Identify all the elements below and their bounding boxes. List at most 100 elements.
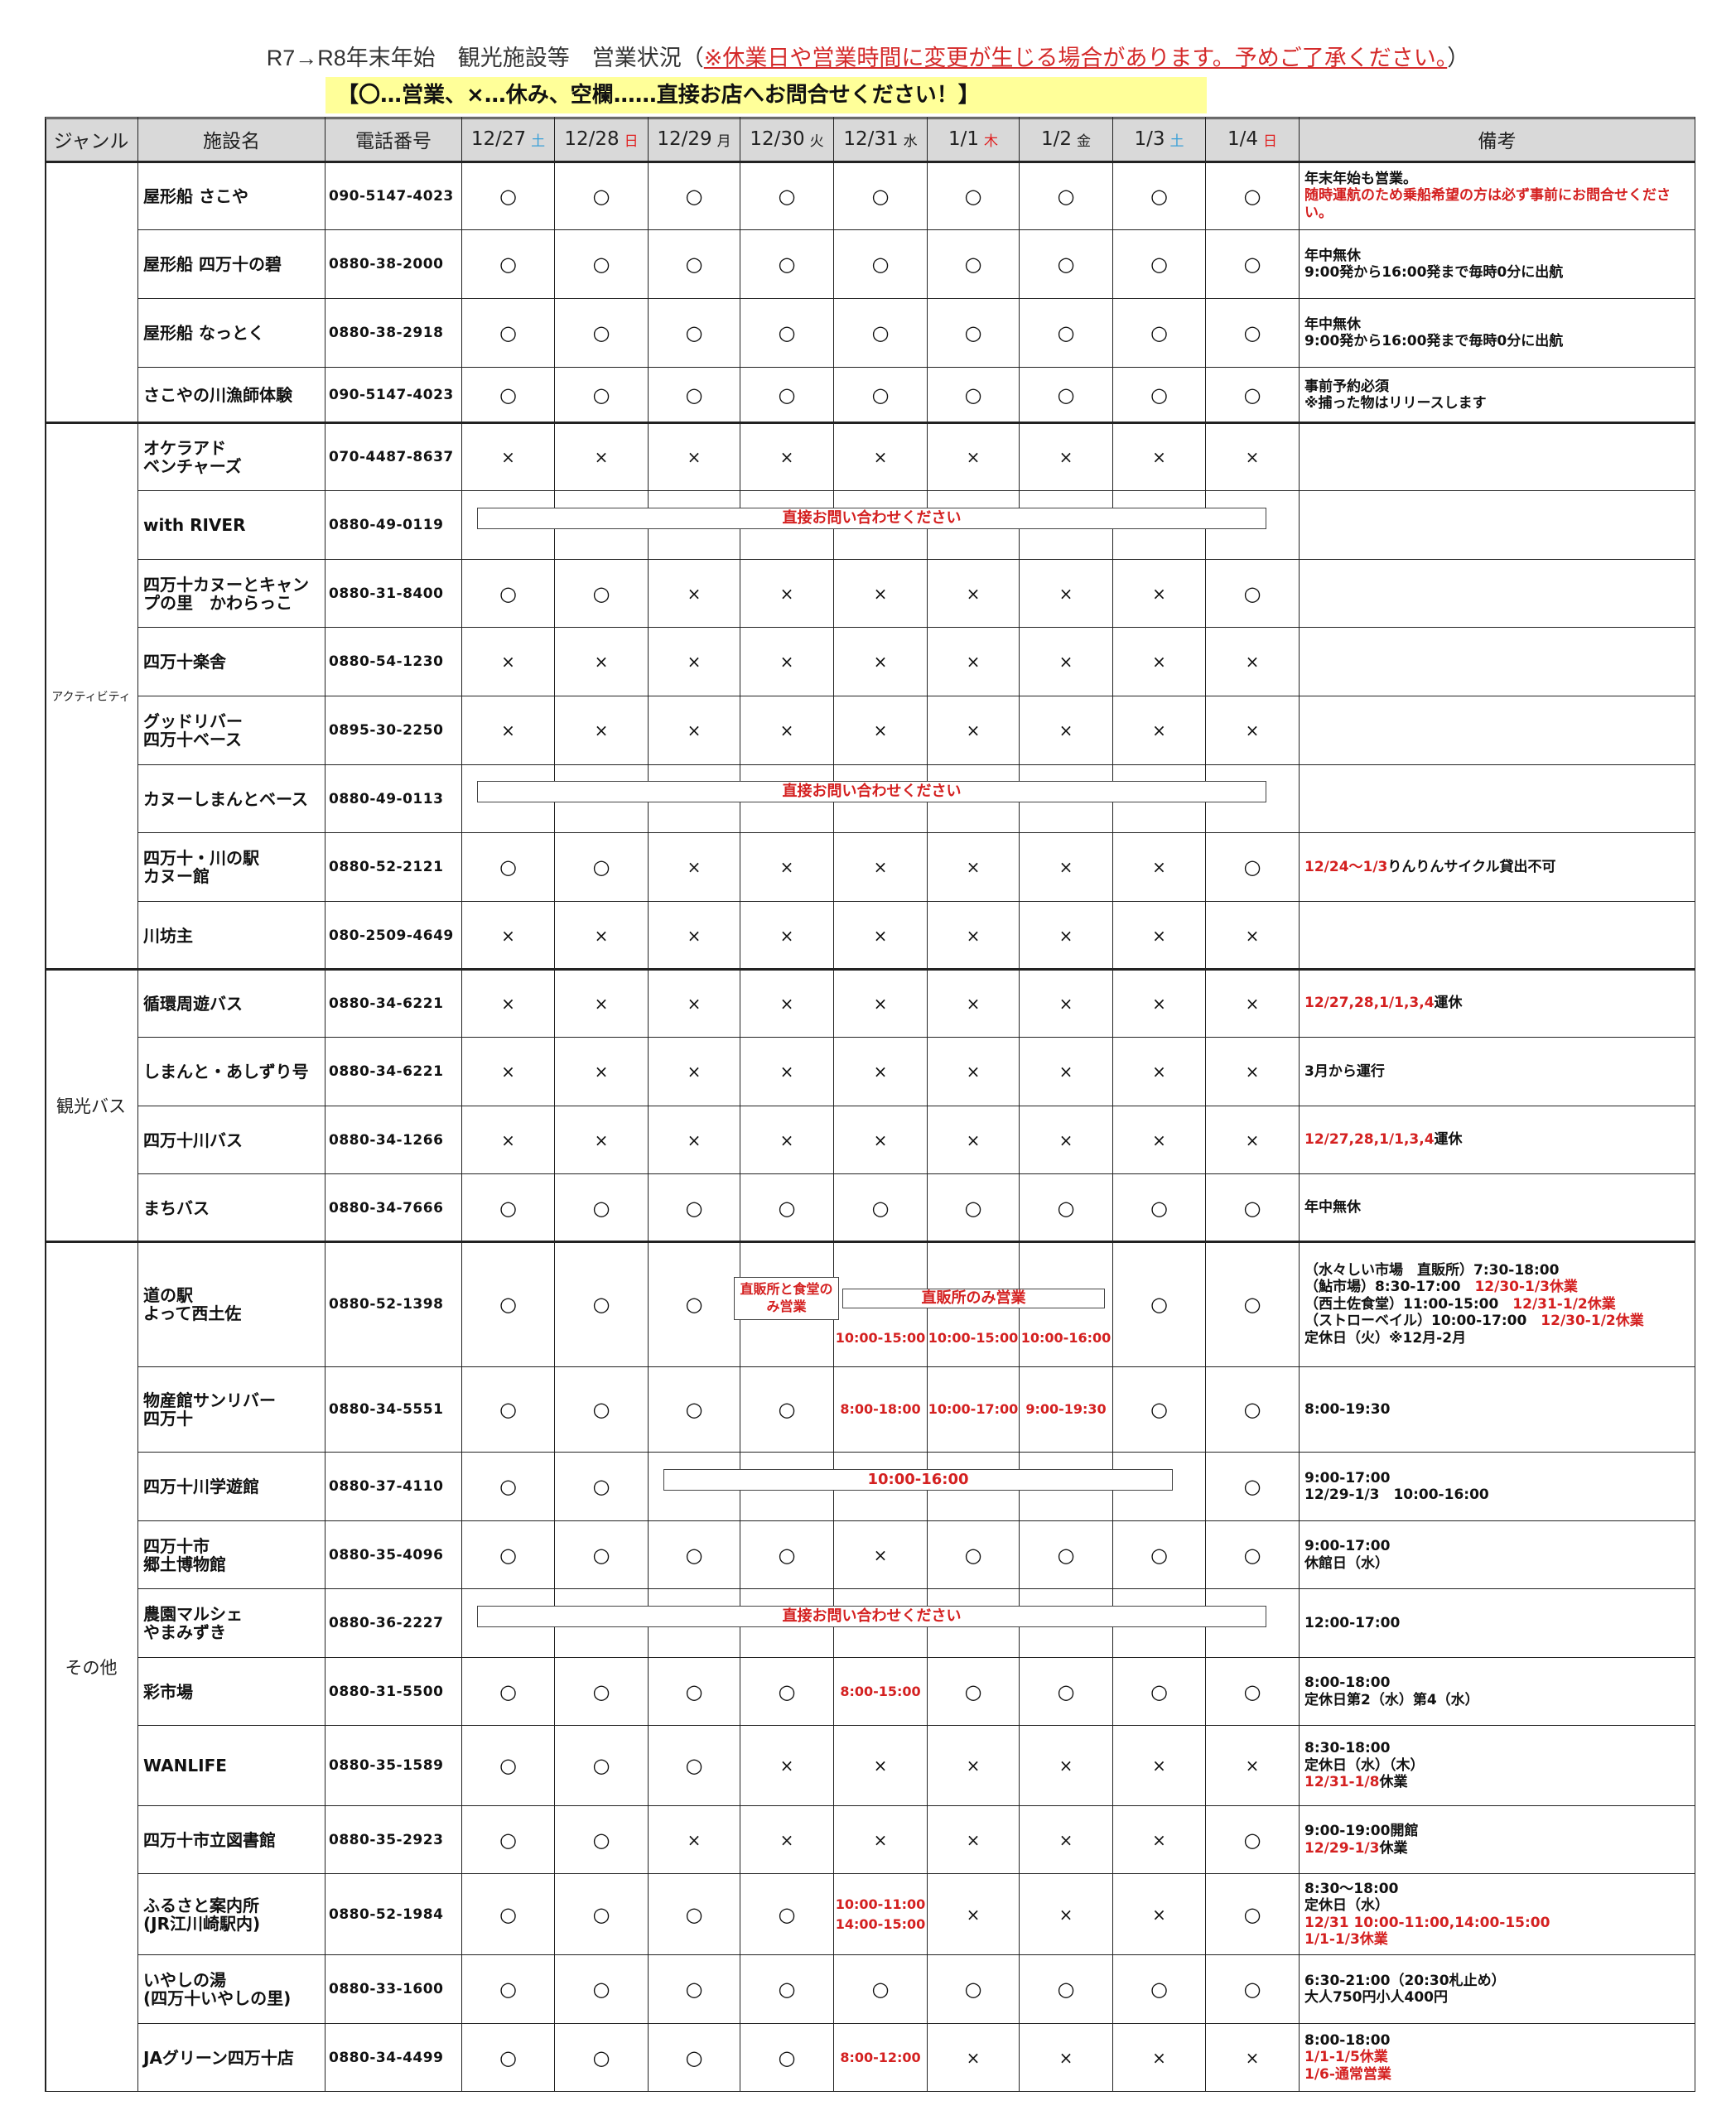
remarks-text: 9:00発から16:00発まで毎時0分に出航 — [1304, 264, 1564, 281]
day-status: ○ — [649, 1174, 740, 1242]
facility-name: 農園マルシェ やまみずき — [138, 1589, 326, 1658]
phone-number: 080-2509-4649 — [326, 902, 462, 970]
span-notice-text: 直接お問い合わせください — [782, 1607, 962, 1625]
closed-mark: × — [687, 1130, 702, 1150]
day-status: ○ — [555, 1242, 649, 1367]
header-genre: ジャンル — [45, 117, 138, 162]
partial-open-box: 直販所と食堂のみ営業 — [734, 1277, 839, 1320]
phone-number-text: 0880-52-2121 — [329, 859, 444, 875]
open-mark: ○ — [778, 1902, 796, 1926]
day-status: × — [740, 423, 834, 491]
remarks-text: 休業 — [1379, 1839, 1408, 1857]
open-mark: ○ — [499, 383, 517, 407]
closed-mark: × — [779, 993, 794, 1014]
open-mark: ○ — [685, 2045, 703, 2069]
open-mark: ○ — [499, 1902, 517, 1926]
day-status: ○ — [834, 368, 928, 423]
day-status: × — [1206, 1726, 1300, 1806]
open-mark: ○ — [1057, 1196, 1075, 1220]
hours-text: 10:00-17:00 — [928, 1401, 1019, 1417]
remarks-line: 9:00-19:00開館 — [1304, 1823, 1418, 1839]
day-status: ○ — [462, 1955, 555, 2024]
closed-mark: × — [1152, 1756, 1166, 1776]
facility-name: いやしの湯 (四万十いやしの里) — [138, 1955, 326, 2024]
day-status: × — [928, 423, 1020, 491]
hours-text: 10:00-15:00 — [928, 1330, 1019, 1346]
remarks-line: 9:00発から16:00発まで毎時0分に出航 — [1304, 333, 1563, 349]
remarks-text: 年中無休 — [1304, 247, 1361, 264]
page-title: R7→R8年末年始 観光施設等 営業状況（※休業日や営業時間に変更が生じる場合が… — [0, 40, 1736, 72]
day-status: × — [928, 1106, 1020, 1174]
facility-name-text: 屋形船 なっとく — [143, 323, 265, 343]
facility-name-text: 屋形船 さこや — [143, 186, 248, 206]
closed-mark: × — [779, 720, 794, 740]
open-mark: ○ — [1150, 1679, 1168, 1703]
remarks-line: 12:00-17:00 — [1304, 1615, 1400, 1631]
open-mark: ○ — [778, 1398, 796, 1421]
facility-name-text: 彩市場 — [143, 1681, 193, 1702]
phone-number: 090-5147-4023 — [326, 368, 462, 423]
closed-mark: × — [501, 1062, 515, 1082]
day-status: × — [1113, 423, 1206, 491]
day-status: × — [834, 696, 928, 765]
remarks-cell: （水々しい市場 直販所）7:30-18:00 （鮎市場）8:30-17:00 12… — [1300, 1242, 1695, 1367]
day-status: ○ — [555, 299, 649, 368]
facility-name: 四万十市立図書館 — [138, 1806, 326, 1874]
hours-text: 8:00-15:00 — [840, 1683, 921, 1699]
closed-mark: × — [594, 720, 609, 740]
facility-name-text: 四万十楽舎 — [143, 652, 226, 672]
phone-number: 0880-35-4096 — [326, 1521, 462, 1589]
day-status: ○ — [1206, 230, 1300, 299]
remarks-line: 年中無休 — [1304, 248, 1361, 264]
day-status: ○ — [1020, 1955, 1113, 2024]
day-status: ○ — [834, 230, 928, 299]
day-status: × — [1113, 696, 1206, 765]
remarks-line: 1/1-1/3休業 — [1304, 1931, 1388, 1948]
closed-mark: × — [687, 925, 702, 946]
day-status: ○ — [928, 1174, 1020, 1242]
span-notice-box: 直接お問い合わせください — [477, 781, 1266, 802]
remarks-text: 随時運航のため乗船希望の方は必ず事前にお問合せください。 — [1304, 187, 1671, 221]
remarks-text: 12/31-1/2休業 — [1512, 1295, 1616, 1313]
closed-mark: × — [779, 583, 794, 604]
open-mark: ○ — [871, 1196, 890, 1220]
open-mark: ○ — [592, 1475, 610, 1498]
remarks-text: 年末年始も営業。 — [1304, 170, 1417, 187]
hours-text: 8:00-12:00 — [840, 2049, 921, 2065]
day-status: ○ — [1113, 1955, 1206, 2024]
day-status: ○ — [928, 162, 1020, 230]
day-status: × — [649, 902, 740, 970]
day-status: ○ — [740, 162, 834, 230]
day-status: ○ — [555, 1367, 649, 1453]
day-status: ○ — [555, 2024, 649, 2092]
header-day: 12/27 土 — [462, 117, 555, 162]
facility-name: 屋形船 なっとく — [138, 299, 326, 368]
phone-number: 0880-35-2923 — [326, 1806, 462, 1874]
day-status: × — [834, 1806, 928, 1874]
remarks-line: 12/31 10:00-11:00,14:00-15:00 — [1304, 1915, 1550, 1931]
day-status: × — [1206, 970, 1300, 1038]
day-status: ○ — [462, 368, 555, 423]
remarks-line: （ストローベイル）10:00-17:00 12/30-1/2休業 — [1304, 1313, 1644, 1329]
day-status: ○ — [928, 1955, 1020, 2024]
remarks-text: 12/29-1/3 10:00-16:00 — [1304, 1486, 1489, 1503]
day-status: × — [1113, 1038, 1206, 1106]
closed-mark: × — [501, 720, 515, 740]
remarks-cell — [1300, 491, 1695, 560]
remarks-text: 12:00-17:00 — [1304, 1614, 1401, 1631]
day-status: × — [834, 1726, 928, 1806]
open-mark: ○ — [964, 1978, 982, 2001]
remarks-text: 年中無休 — [1304, 316, 1361, 333]
phone-number-text: 0880-34-1266 — [329, 1131, 444, 1149]
phone-number: 0880-35-1589 — [326, 1726, 462, 1806]
closed-mark: × — [1152, 925, 1166, 946]
day-status: ○ — [555, 1955, 649, 2024]
day-status: × — [1113, 1106, 1206, 1174]
facility-name-text: いやしの湯 (四万十いやしの里) — [143, 1970, 292, 2008]
header-day: 1/3 土 — [1113, 117, 1206, 162]
day-status: × — [1206, 902, 1300, 970]
remarks-text: りんりんサイクル貸出不可 — [1387, 858, 1556, 875]
remarks-line: 9:00-17:00 — [1304, 1538, 1390, 1554]
open-mark: ○ — [592, 1978, 610, 2001]
day-status: 10:00-11:00 14:00-15:00 — [834, 1874, 928, 1955]
